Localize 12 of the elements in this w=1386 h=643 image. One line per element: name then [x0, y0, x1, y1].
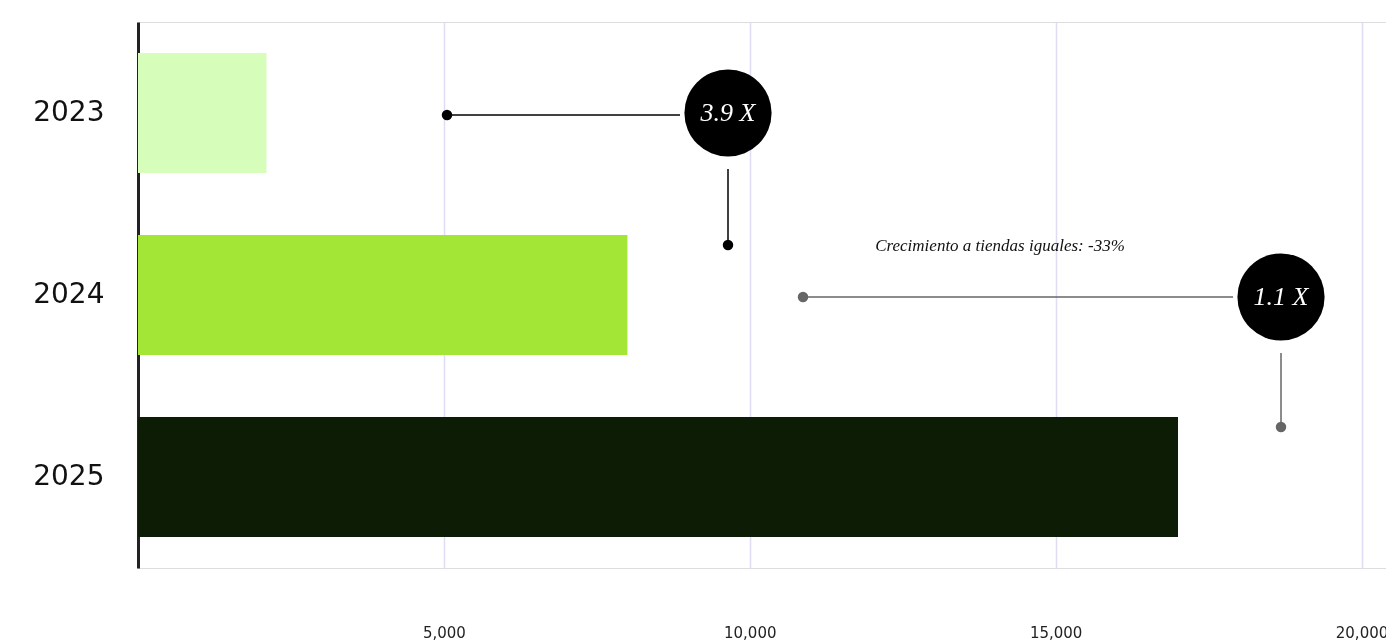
bar	[138, 416, 1178, 538]
y-tick-label: 2025	[33, 459, 105, 492]
annotation: 3.9 X	[699, 98, 757, 127]
bar	[138, 52, 267, 174]
y-tick-label: 2024	[33, 277, 105, 310]
x-tick-label: 10,000	[724, 623, 777, 642]
annotation: Crecimiento a tiendas iguales: -33%	[875, 236, 1125, 255]
bar	[138, 234, 628, 356]
x-tick-label: 15,000	[1029, 623, 1083, 642]
x-tick-label: 5,000	[422, 623, 466, 642]
annotation: 1.1 X	[1253, 282, 1310, 311]
y-tick-label: 2023	[33, 95, 105, 128]
